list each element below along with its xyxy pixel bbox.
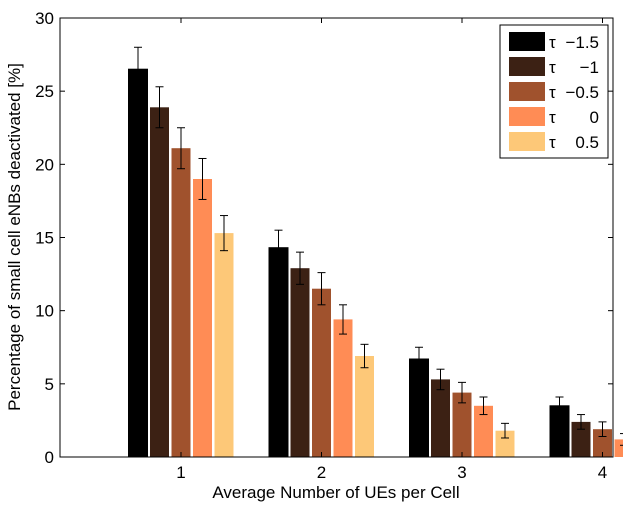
y-tick-label: 5 bbox=[45, 375, 54, 394]
bar-2-1 bbox=[150, 107, 169, 458]
x-tick-label: 4 bbox=[598, 463, 607, 482]
bar-4-3 bbox=[474, 405, 493, 457]
bar-2-3 bbox=[431, 379, 450, 457]
x-axis-title: Average Number of UEs per Cell bbox=[212, 483, 459, 502]
bars-layer bbox=[128, 68, 623, 458]
bar-4-2 bbox=[333, 319, 353, 457]
error-bar-2-2 bbox=[296, 251, 304, 285]
legend-param: 0.5 bbox=[575, 133, 599, 152]
error-bar-4-1 bbox=[198, 157, 207, 200]
legend-item-1: τ −1.5 bbox=[509, 32, 599, 52]
legend-symbol: τ bbox=[549, 33, 556, 52]
error-bar-1-2 bbox=[274, 229, 283, 266]
error-bar-4-3 bbox=[479, 396, 488, 416]
error-bar-1-3 bbox=[415, 346, 423, 372]
bar-5-2 bbox=[355, 356, 374, 457]
error-bar-5-1 bbox=[220, 215, 228, 252]
legend-param: −1 bbox=[580, 58, 599, 77]
error-bar-3-1 bbox=[177, 127, 185, 170]
bar-2-2 bbox=[290, 268, 310, 457]
y-tick-label: 15 bbox=[35, 229, 54, 248]
ticks-layer: 0 5 10 15 20 25 30 1 2 3 4 bbox=[35, 9, 613, 482]
bar-3-2 bbox=[312, 288, 331, 457]
error-bar-2-3 bbox=[436, 368, 445, 391]
error-bar-5-2 bbox=[360, 343, 369, 369]
legend-item-3: τ −0.5 bbox=[509, 82, 599, 102]
error-bar-5-3 bbox=[501, 422, 509, 439]
legend-symbol: τ bbox=[549, 133, 556, 152]
legend-symbol: τ bbox=[549, 108, 556, 127]
bar-3-4 bbox=[593, 429, 612, 457]
error-bar-1-4 bbox=[555, 396, 564, 416]
error-bar-3-4 bbox=[598, 421, 607, 438]
y-tick-label: 0 bbox=[45, 448, 54, 467]
bar-3-3 bbox=[452, 392, 472, 457]
y-axis-title: Percentage of small cell eNBs deactivate… bbox=[5, 63, 24, 411]
legend-item-5: τ 0.5 bbox=[509, 132, 599, 152]
error-bar-3-2 bbox=[317, 272, 326, 306]
y-tick-label: 10 bbox=[35, 302, 54, 321]
legend-symbol: τ bbox=[549, 83, 556, 102]
legend-item-2: τ −1 bbox=[509, 57, 599, 77]
bar-5-1 bbox=[214, 233, 234, 457]
x-tick-label: 3 bbox=[457, 463, 466, 482]
bar-3-1 bbox=[171, 148, 191, 457]
y-tick-label: 30 bbox=[35, 9, 54, 28]
legend-param: 0 bbox=[590, 108, 599, 127]
legend-param: −0.5 bbox=[565, 83, 599, 102]
bar-1-2 bbox=[268, 247, 289, 458]
legend-swatch bbox=[509, 107, 545, 126]
error-bar-4-4 bbox=[620, 433, 623, 446]
legend-swatch bbox=[509, 132, 545, 151]
error-bar-4-2 bbox=[339, 304, 347, 335]
bar-4-1 bbox=[193, 179, 212, 457]
x-tick-label: 1 bbox=[176, 463, 185, 482]
legend-swatch bbox=[509, 32, 545, 51]
legend-param: −1.5 bbox=[565, 33, 599, 52]
bar-2-4 bbox=[571, 421, 591, 457]
error-bar-2-1 bbox=[155, 86, 164, 129]
bar-4-4 bbox=[614, 439, 623, 457]
legend-symbol: τ bbox=[549, 58, 556, 77]
legend-swatch bbox=[509, 82, 545, 101]
bar-1-1 bbox=[128, 68, 148, 458]
error-bars-layer bbox=[134, 46, 623, 446]
x-tick-label: 2 bbox=[317, 463, 326, 482]
y-tick-label: 20 bbox=[35, 155, 54, 174]
legend: τ −1.5τ −1τ −0.5τ 0τ 0.5 bbox=[499, 24, 609, 159]
error-bar-2-4 bbox=[577, 414, 585, 430]
legend-swatch bbox=[509, 57, 545, 76]
error-bar-1-1 bbox=[134, 46, 142, 92]
bar-1-3 bbox=[409, 358, 429, 458]
bar-5-3 bbox=[495, 430, 515, 457]
y-tick-label: 25 bbox=[35, 82, 54, 101]
error-bar-3-3 bbox=[458, 381, 466, 404]
